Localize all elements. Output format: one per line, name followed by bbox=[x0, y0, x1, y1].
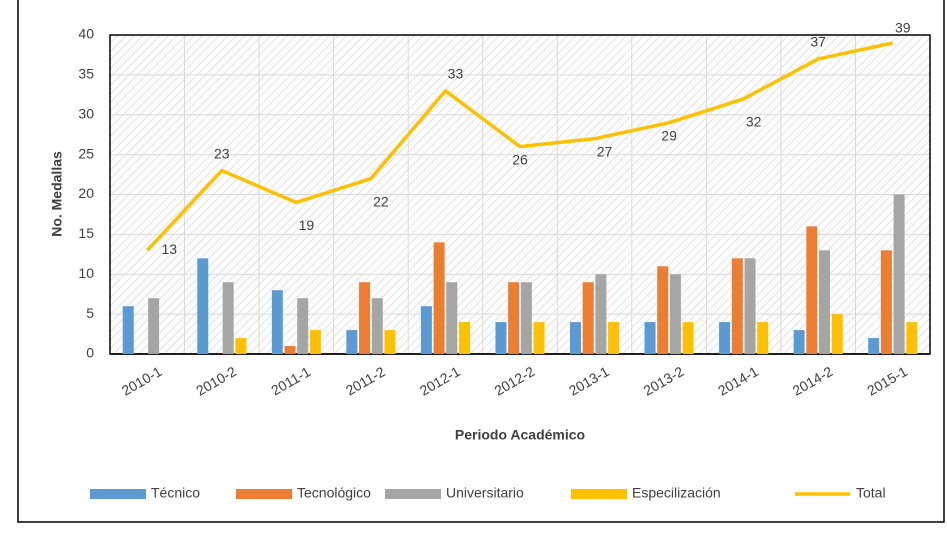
bar bbox=[731, 258, 743, 354]
bar bbox=[757, 322, 769, 354]
y-tick-label: 30 bbox=[78, 105, 94, 121]
bar bbox=[595, 274, 607, 354]
bar bbox=[346, 330, 358, 354]
legend-label: Especilización bbox=[632, 485, 721, 501]
data-label: 29 bbox=[661, 127, 677, 143]
bar bbox=[806, 226, 818, 354]
bar bbox=[508, 282, 520, 354]
bar bbox=[880, 250, 892, 354]
legend-swatch bbox=[236, 489, 292, 499]
bar bbox=[644, 322, 656, 354]
bar bbox=[148, 298, 160, 354]
bar bbox=[459, 322, 471, 354]
bar bbox=[669, 274, 681, 354]
bar bbox=[495, 322, 507, 354]
data-label: 13 bbox=[161, 241, 177, 257]
y-tick-label: 35 bbox=[78, 66, 94, 82]
y-tick-label: 25 bbox=[78, 145, 94, 161]
bar bbox=[433, 242, 445, 354]
bar bbox=[582, 282, 594, 354]
bar bbox=[446, 282, 458, 354]
bar bbox=[744, 258, 756, 354]
data-label: 23 bbox=[214, 145, 230, 161]
data-label: 22 bbox=[373, 193, 389, 209]
y-tick-label: 5 bbox=[86, 305, 94, 321]
legend-label: Universitario bbox=[446, 485, 524, 501]
y-tick-label: 40 bbox=[78, 26, 94, 42]
bar bbox=[520, 282, 532, 354]
y-tick-label: 10 bbox=[78, 265, 94, 281]
bar bbox=[906, 322, 918, 354]
bar bbox=[719, 322, 731, 354]
bar bbox=[682, 322, 694, 354]
data-label: 33 bbox=[448, 66, 464, 82]
legend-swatch bbox=[571, 489, 627, 499]
bar bbox=[384, 330, 396, 354]
y-tick-label: 20 bbox=[78, 185, 94, 201]
data-label: 37 bbox=[810, 34, 826, 50]
bar bbox=[235, 338, 247, 354]
legend-swatch bbox=[385, 489, 441, 499]
data-label: 26 bbox=[512, 151, 528, 167]
bar bbox=[533, 322, 545, 354]
bar bbox=[359, 282, 371, 354]
bar bbox=[657, 266, 669, 354]
bar bbox=[271, 290, 283, 354]
legend-label: Tecnológico bbox=[297, 485, 371, 501]
bar bbox=[819, 250, 831, 354]
bar bbox=[222, 282, 234, 354]
legend-label: Técnico bbox=[151, 485, 200, 501]
plot-border bbox=[109, 34, 931, 355]
bar bbox=[197, 258, 209, 354]
bar bbox=[309, 330, 321, 354]
legend-swatch bbox=[90, 489, 146, 499]
y-tick-label: 15 bbox=[78, 225, 94, 241]
bar bbox=[831, 314, 843, 354]
x-axis-label: Periodo Académico bbox=[455, 427, 585, 443]
bar bbox=[284, 346, 296, 354]
bar bbox=[608, 322, 620, 354]
data-label: 19 bbox=[299, 217, 315, 233]
bar bbox=[868, 338, 880, 354]
bar bbox=[122, 306, 134, 354]
y-tick-label: 0 bbox=[86, 345, 94, 361]
bar bbox=[569, 322, 581, 354]
data-label: 32 bbox=[746, 114, 762, 130]
data-label: 27 bbox=[597, 143, 613, 159]
line bbox=[145, 41, 894, 252]
bar bbox=[420, 306, 432, 354]
bar bbox=[297, 298, 309, 354]
bar bbox=[371, 298, 383, 354]
legend-label: Total bbox=[856, 485, 886, 501]
bar bbox=[893, 194, 905, 354]
data-label: 39 bbox=[895, 20, 911, 36]
bar bbox=[793, 330, 805, 354]
y-axis-label: No. Medallas bbox=[49, 151, 65, 237]
